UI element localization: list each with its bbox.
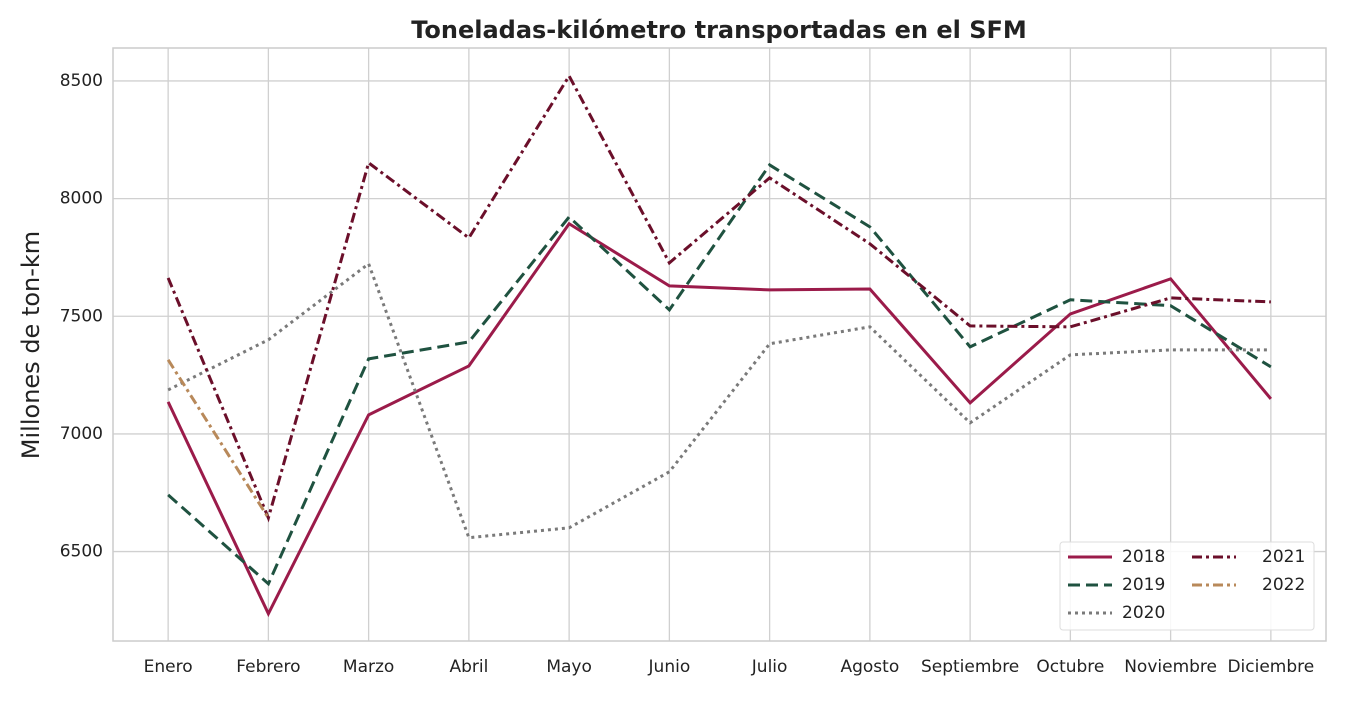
line-series [167, 162, 1272, 587]
line-series [166, 221, 1273, 618]
y-tick-label: 7000 [60, 424, 103, 444]
legend-box [1059, 541, 1315, 631]
legend-label: 2019 [1122, 575, 1165, 595]
legend-label: 2021 [1262, 547, 1305, 567]
y-tick-label: 7500 [60, 306, 103, 326]
line-series [167, 261, 1271, 540]
y-tick-label: 8500 [60, 71, 103, 91]
x-tick-label: Febrero [236, 657, 300, 677]
legend-label: 2022 [1262, 575, 1305, 595]
x-tick-label: Diciembre [1227, 657, 1314, 677]
y-axis-label: Millones de ton-km [17, 231, 45, 459]
x-tick-label: Octubre [1036, 657, 1104, 677]
legend-label: 2020 [1122, 603, 1165, 623]
x-tick-label: Junio [648, 657, 691, 677]
x-tick-label: Agosto [840, 657, 899, 677]
plot-border [112, 47, 1327, 642]
line-series [166, 73, 1271, 523]
line-series [166, 358, 270, 519]
x-tick-label: Mayo [546, 657, 592, 677]
y-tick-label: 6500 [60, 542, 103, 562]
legend-label: 2018 [1122, 547, 1165, 567]
x-tick-label: Marzo [343, 657, 394, 677]
y-tick-label: 8000 [60, 189, 103, 209]
x-tick-label: Abril [449, 657, 488, 677]
x-tick-label: Noviembre [1124, 657, 1217, 677]
x-tick-label: Julio [751, 657, 788, 677]
x-tick-label: Septiembre [921, 657, 1019, 677]
chart-title: Toneladas-kilómetro transportadas en el … [411, 16, 1027, 44]
x-tick-label: Enero [144, 657, 193, 677]
